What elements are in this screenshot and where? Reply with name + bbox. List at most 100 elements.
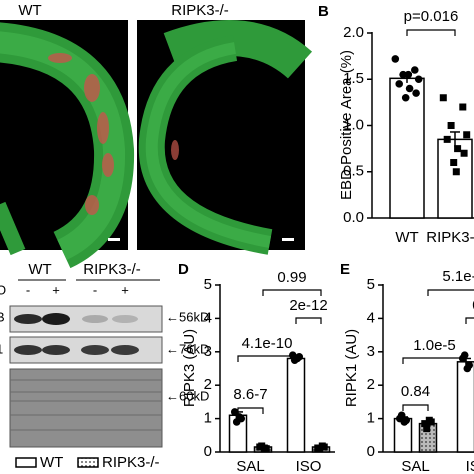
data-point	[459, 103, 467, 111]
x-tick-label: SAL	[236, 458, 264, 474]
y-tick-label: 0	[367, 443, 375, 460]
blot-group: RIPK3-/-	[83, 261, 141, 278]
y-tick-label: 5	[204, 276, 212, 293]
annotation: 8.6-7	[233, 386, 267, 403]
y-tick-label: 1.5	[343, 70, 364, 87]
row-label: O	[0, 282, 6, 297]
annotation: 1.0e-5	[413, 337, 456, 354]
axis-title: RIPK1 (AU)	[343, 329, 360, 407]
data-point	[404, 70, 413, 79]
data-point	[400, 418, 409, 426]
band	[81, 345, 109, 355]
ebd-stain	[48, 53, 114, 215]
treatment: +	[121, 282, 129, 297]
data-point	[391, 55, 400, 63]
legend-label: WT	[40, 454, 63, 471]
band	[82, 315, 108, 323]
treatment: -	[26, 282, 30, 297]
bracket	[465, 317, 474, 324]
marker-label: ←56kD	[166, 309, 209, 324]
data-point	[260, 444, 268, 452]
x-tick-label: ISO	[296, 458, 322, 474]
band	[14, 345, 42, 355]
tissue	[0, 201, 26, 256]
annotation: 0.	[472, 297, 474, 314]
axis-title: EBD Positive Area (%)	[338, 50, 355, 200]
data-point	[230, 408, 239, 416]
bar	[456, 361, 474, 453]
panel-label: B	[318, 3, 329, 20]
annotation: 2e-12	[289, 297, 327, 314]
y-tick-label: 4	[367, 309, 375, 326]
bracket	[237, 355, 297, 362]
bracket	[406, 29, 456, 36]
y-tick-label: 0.0	[343, 209, 364, 226]
stain	[84, 74, 100, 102]
bar	[286, 357, 306, 453]
bracket	[295, 317, 322, 324]
y-tick-label: 3	[367, 343, 375, 360]
row-label: 1	[0, 341, 3, 356]
data-point	[443, 135, 451, 143]
annotation: p=0.016	[404, 8, 459, 25]
treatment: +	[52, 282, 60, 297]
data-point	[454, 145, 462, 153]
band	[14, 314, 42, 324]
data-point	[397, 411, 406, 420]
legend-swatch	[15, 457, 37, 468]
y-tick-label: 0	[204, 443, 212, 460]
treatment: -	[93, 282, 97, 297]
stain	[171, 140, 179, 160]
data-point	[425, 416, 433, 424]
bracket	[237, 407, 264, 414]
data-point	[235, 413, 244, 421]
y-tick-label: 3	[204, 343, 212, 360]
stain	[48, 53, 72, 63]
panel-label: E	[340, 261, 350, 278]
x-tick-label: RIPK3-/-	[426, 229, 474, 246]
data-point	[414, 75, 423, 84]
annotation: 4.1e-10	[242, 335, 293, 352]
y-tick-label: 2	[367, 376, 375, 393]
data-point	[412, 89, 420, 97]
annotation: 0.84	[401, 383, 430, 400]
x-tick-label: ISO	[466, 458, 474, 474]
band-texture	[10, 379, 162, 431]
tissue	[163, 20, 313, 79]
y-tick-label: 1	[367, 410, 375, 427]
y-tick-label: 1	[204, 410, 212, 427]
y-tick-label: 2	[204, 376, 212, 393]
bracket	[402, 357, 467, 364]
data-point	[463, 364, 472, 373]
annotation: 5.1e-	[442, 268, 474, 285]
data-point	[460, 149, 468, 157]
y-tick-label: 5	[367, 276, 375, 293]
data-point	[401, 93, 410, 102]
data-point	[318, 442, 326, 450]
y-tick-label: 4	[204, 309, 212, 326]
data-point	[399, 70, 407, 79]
axis-title: RIPK3 (AU)	[181, 329, 198, 407]
data-point	[447, 122, 455, 129]
stain	[97, 112, 109, 144]
data-point	[411, 66, 419, 74]
data-point	[439, 94, 447, 102]
tissue	[0, 31, 126, 260]
bracket	[262, 289, 322, 296]
y-tick-label: 0.5	[343, 163, 364, 180]
stain	[85, 195, 99, 215]
data-point	[405, 84, 414, 93]
legend-label: RIPK3-/-	[102, 454, 160, 471]
y-tick-label: 2.0	[343, 24, 364, 41]
bracket	[402, 404, 429, 411]
x-tick-label: SAL	[401, 458, 429, 474]
marker-label: ←76kD	[166, 341, 209, 356]
marker-label: ←60kD	[166, 388, 209, 403]
y-tick-label: 1.0	[343, 116, 364, 133]
data-point	[421, 420, 429, 428]
data-point	[395, 80, 404, 88]
band	[112, 315, 138, 323]
band	[42, 345, 70, 355]
band	[111, 345, 139, 355]
